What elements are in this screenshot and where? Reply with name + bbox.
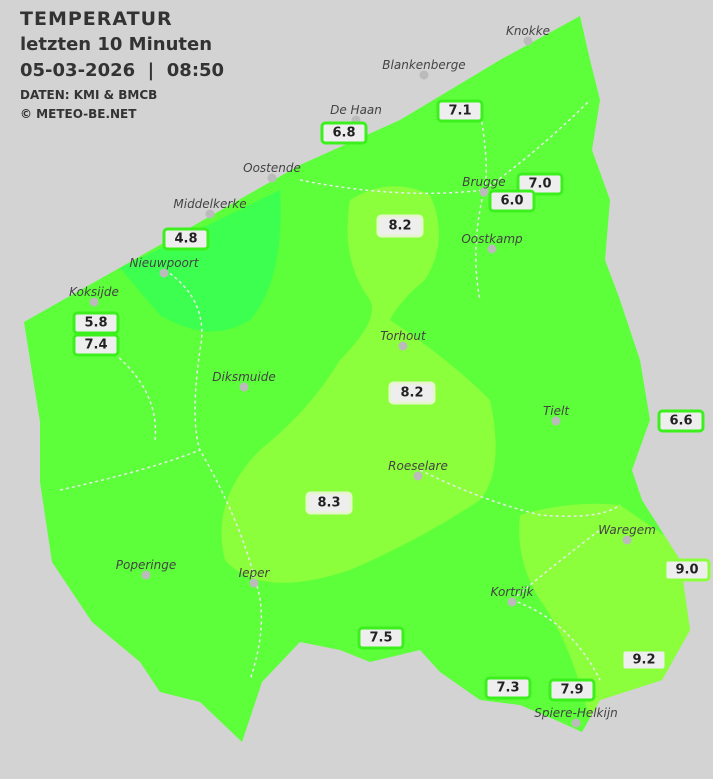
copyright: © METEO-BE.NET (20, 107, 137, 121)
temperature-reading[interactable]: 7.0 (516, 172, 564, 196)
temperature-reading[interactable]: 8.3 (305, 491, 353, 515)
city-label: Brugge (462, 175, 506, 189)
city-label: Knokke (505, 24, 551, 38)
temperature-reading[interactable]: 9.2 (620, 648, 668, 672)
temperature-reading[interactable]: 7.1 (436, 99, 484, 123)
city-label: Torhout (380, 329, 426, 343)
city-label: Roeselare (388, 459, 448, 473)
temperature-reading[interactable]: 8.2 (376, 214, 424, 238)
temperature-reading[interactable]: 9.0 (663, 558, 711, 582)
temperature-reading[interactable]: 6.0 (488, 189, 536, 213)
map-title: TEMPERATUR (20, 8, 173, 30)
zone-8-9 (221, 186, 496, 583)
city-marker (419, 70, 429, 80)
city-label: Tielt (542, 404, 570, 418)
city-label: Ieper (238, 566, 270, 580)
city-marker (239, 382, 249, 392)
city-marker (205, 209, 215, 219)
city-label: Oostkamp (461, 232, 523, 246)
city-label: Nieuwpoort (129, 256, 199, 270)
city-marker (487, 244, 497, 254)
temperature-reading[interactable]: 5.8 (72, 311, 120, 335)
city-marker (159, 268, 169, 278)
temperature-reading[interactable]: 7.9 (548, 678, 596, 702)
city-label: Diksmuide (212, 370, 276, 384)
temperature-reading[interactable]: 7.3 (484, 676, 532, 700)
temperature-reading[interactable]: 4.8 (162, 227, 210, 251)
city-marker (507, 597, 517, 607)
city-label: Koksijde (69, 285, 119, 299)
zone-4-6 (120, 190, 281, 332)
temperature-reading[interactable]: 7.5 (357, 626, 405, 650)
temperature-reading[interactable]: 6.6 (657, 409, 705, 433)
city-marker (479, 187, 489, 197)
city-marker (398, 341, 408, 351)
city-label: Poperinge (115, 558, 177, 572)
city-marker (571, 718, 581, 728)
temperature-reading[interactable]: 6.8 (320, 121, 368, 145)
city-marker (141, 570, 151, 580)
city-marker (351, 115, 361, 125)
city-label: De Haan (330, 103, 382, 117)
city-marker (89, 297, 99, 307)
city-marker (551, 416, 561, 426)
city-label: Spiere-Helkijn (534, 706, 618, 720)
city-label: Waregem (598, 523, 656, 537)
city-marker (622, 535, 632, 545)
city-label: Oostende (243, 161, 301, 175)
temperature-reading[interactable]: 7.4 (72, 333, 120, 357)
city-marker (413, 471, 423, 481)
data-source: DATEN: KMI & BMCB (20, 88, 158, 102)
map-subtitle: letzten 10 Minuten (20, 34, 213, 55)
map-datetime: 05-03-2026 | 08:50 (20, 60, 225, 81)
city-label: Blankenberge (382, 58, 466, 72)
city-marker (249, 578, 259, 588)
city-marker (267, 173, 277, 183)
city-marker (523, 36, 533, 46)
temperature-reading[interactable]: 8.2 (388, 381, 436, 405)
city-label: Middelkerke (173, 197, 247, 211)
city-label: Kortrijk (490, 585, 534, 599)
